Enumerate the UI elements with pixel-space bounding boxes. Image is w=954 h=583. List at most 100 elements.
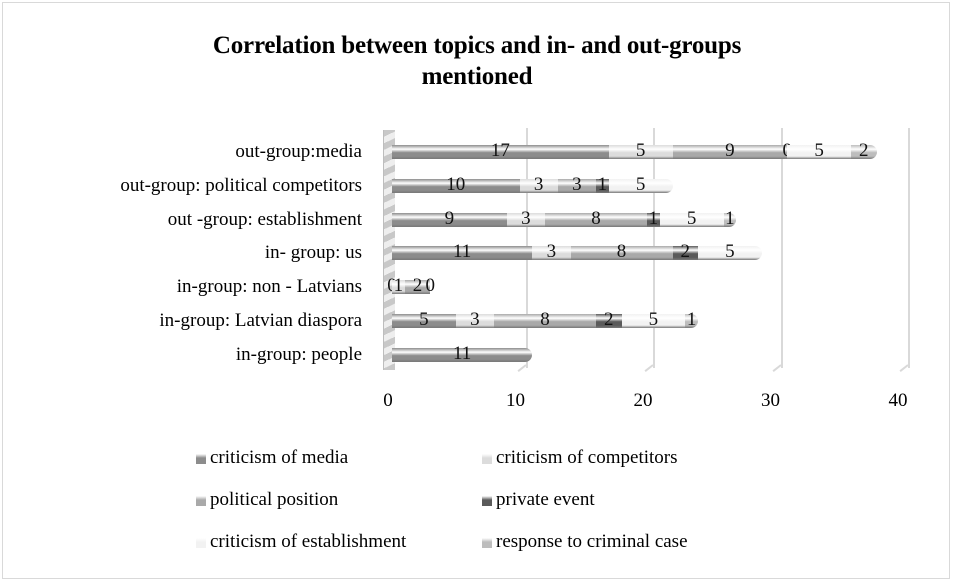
chart-title-line-2: mentioned: [421, 63, 533, 90]
x-tick-label: 30: [761, 390, 780, 411]
bar-segment: 5: [698, 241, 762, 262]
data-label: 2: [412, 275, 423, 297]
x-tick-label: 40: [888, 390, 908, 411]
legend-label: criticism of establishment: [210, 531, 407, 552]
bar-segment: 8: [545, 208, 647, 229]
bar-segment: 2: [596, 309, 622, 330]
data-label: 5: [814, 140, 824, 161]
category-label: in- group: us: [264, 242, 362, 264]
bar-segment: 3: [506, 208, 545, 229]
bar-segment: 3: [532, 241, 571, 262]
data-label: 17: [490, 140, 510, 161]
legend-label: response to criminal case: [496, 531, 688, 552]
data-label: 3: [546, 241, 557, 263]
stacked-bar: 10 3 3 1 5: [392, 174, 673, 195]
bar-segment: 5: [608, 174, 673, 195]
data-label: 5: [419, 309, 429, 330]
bar-segment: 9: [672, 140, 788, 161]
data-label: 1: [648, 207, 659, 229]
bar-segment: 1: [723, 208, 737, 229]
data-label: 5: [635, 173, 646, 195]
category-label: in-group: Latvian diaspora: [159, 310, 362, 331]
x-tick-label: 20: [633, 390, 653, 411]
gridline-foot: [772, 364, 782, 372]
bar-segment: 5: [787, 140, 851, 161]
stacked-bar: 1759052: [392, 140, 877, 161]
data-label: 8: [591, 207, 601, 229]
legend-label: criticism of media: [210, 447, 349, 468]
gridline-foot: [899, 364, 909, 372]
legend-item: response to criminal case: [482, 530, 688, 554]
bar-segment: 1: [685, 309, 698, 330]
data-label: 2: [859, 140, 869, 161]
data-label: 1: [393, 275, 404, 297]
bar-segment: 2: [404, 275, 431, 296]
data-label: 3: [533, 173, 544, 195]
legend-item: criticism of competitors: [482, 446, 678, 470]
bar-segment: 1: [392, 275, 405, 296]
data-label: 8: [616, 241, 627, 263]
stacked-bar: 11 3 8 2 5: [392, 241, 762, 262]
bar-segment: 1: [647, 208, 660, 229]
bar-segment: 8: [570, 241, 673, 262]
bar-segment: 11: [392, 241, 533, 262]
data-label: 5: [686, 207, 697, 229]
gridline: [780, 128, 783, 368]
data-label: 11: [452, 241, 472, 263]
legend-item: political position: [196, 488, 338, 512]
bar-segment: 5: [608, 140, 673, 161]
data-label: 3: [521, 207, 531, 229]
stacked-bar: 9 3 8 1 5 1: [392, 208, 737, 229]
legend-label: criticism of competitors: [496, 447, 678, 468]
category-label: in-group: people: [235, 343, 362, 365]
bar-segment: 5: [392, 309, 456, 330]
stacked-bar: 0120: [387, 275, 435, 296]
category-label: out-group:media: [235, 141, 362, 162]
bar-segment: 3: [455, 309, 494, 330]
gridline-foot: [644, 364, 654, 372]
data-label: 1: [597, 173, 608, 195]
legend-item: criticism of media: [196, 446, 348, 470]
bar-segment: 2: [851, 140, 877, 161]
category-label: in-group: non - Latvians: [176, 276, 362, 298]
data-label: 3: [470, 309, 480, 330]
legend-item: private event: [482, 488, 595, 512]
bar-segment: 9: [392, 208, 507, 229]
data-label: 10: [446, 173, 466, 195]
data-label: 5: [725, 241, 735, 263]
data-label: 11: [452, 342, 472, 364]
chart-title-line-1: Correlation between topics and in- and o…: [212, 32, 742, 59]
data-label: 9: [444, 207, 455, 229]
bar-segment: 2: [672, 241, 698, 262]
bar-segment: 3: [519, 174, 558, 195]
x-tick-label: 10: [506, 390, 525, 411]
data-label: 8: [540, 309, 550, 330]
category-label: out -group: establishment: [167, 208, 362, 230]
legend-label: political position: [210, 489, 339, 510]
legend-swatch-icon: [482, 494, 492, 506]
data-label: 2: [680, 241, 691, 263]
bar-segment: 1: [596, 174, 609, 195]
bar-segment: 10: [392, 174, 520, 195]
data-label: 0: [425, 275, 436, 297]
legend-swatch-icon: [482, 452, 492, 464]
bar-segment: 17: [392, 140, 609, 161]
gridline-foot: [517, 364, 527, 372]
category-label: out-group: political competitors: [120, 174, 362, 196]
bar-segment: 5: [621, 309, 686, 330]
data-label: 5: [635, 140, 646, 161]
bar-segment: 8: [494, 309, 596, 330]
chart-title: Correlation between topics and in- and o…: [0, 30, 954, 92]
legend-swatch-icon: [482, 536, 492, 548]
gridline: [908, 128, 910, 368]
stacked-bar: 11: [392, 343, 533, 364]
bar-segment: 11: [392, 343, 533, 364]
stacked-bar: 5 3 8 2 5 1: [392, 309, 698, 330]
data-label: 1: [686, 309, 697, 330]
bar-segment: 3: [557, 174, 596, 195]
legend-swatch-icon: [196, 494, 206, 506]
data-label: 9: [725, 140, 735, 161]
bar-segment: 5: [659, 208, 724, 229]
